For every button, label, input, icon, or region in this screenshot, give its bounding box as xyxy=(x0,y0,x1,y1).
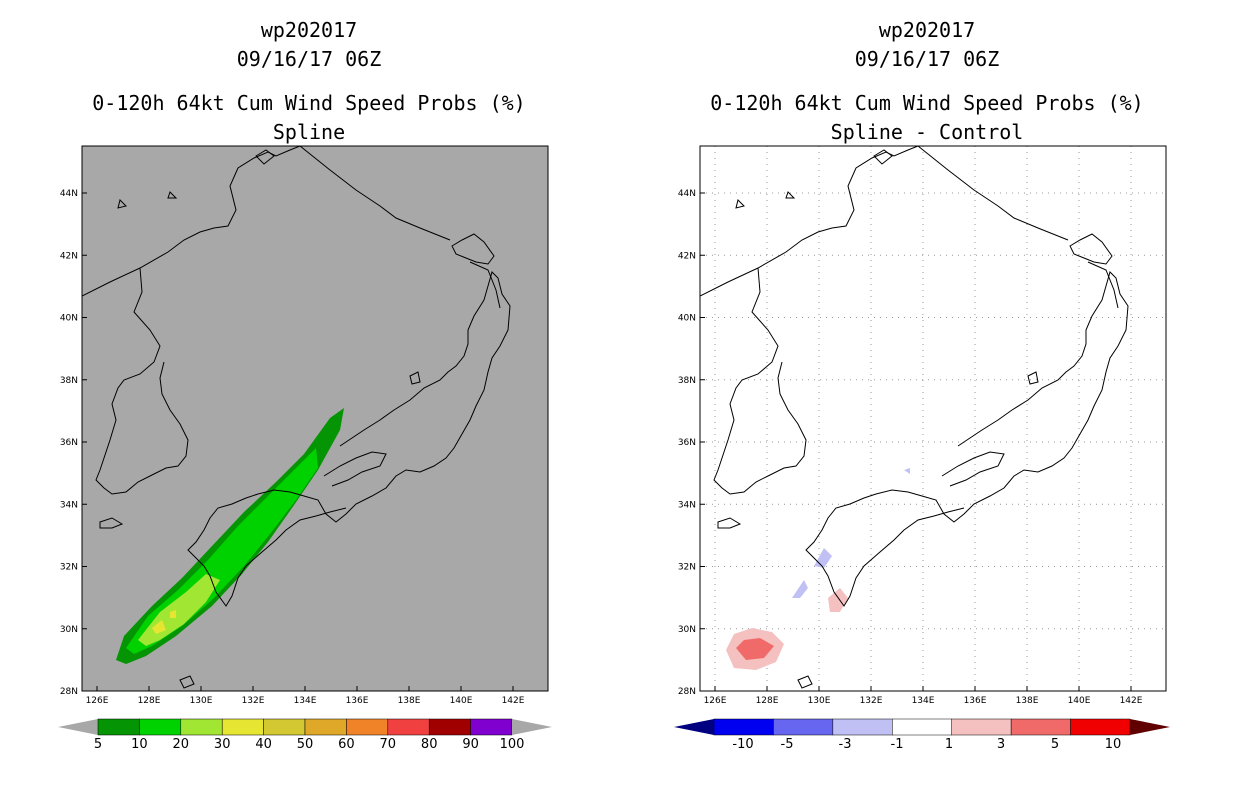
lat-label: 34N xyxy=(678,500,696,510)
colorbar-swatch xyxy=(951,718,1012,736)
lon-label: 140E xyxy=(1068,696,1091,706)
colorbar-swatch xyxy=(387,718,430,736)
colorbar-arrow-low xyxy=(58,719,98,735)
colorbar-swatch xyxy=(1070,718,1131,736)
lon-label: 136E xyxy=(346,696,369,706)
lat-label: 32N xyxy=(678,563,696,573)
lon-label: 132E xyxy=(242,696,265,706)
left-title-time: 09/16/17 06Z xyxy=(236,47,382,71)
lon-label: 138E xyxy=(1016,696,1039,706)
colorbar-label: 30 xyxy=(214,737,231,752)
colorbar-label: 10 xyxy=(1105,737,1122,752)
lat-label: 36N xyxy=(60,438,78,448)
colorbar-swatch xyxy=(892,718,952,736)
left-title-method: Spline xyxy=(272,120,346,144)
colorbar-swatch xyxy=(180,718,223,736)
lon-label: 142E xyxy=(1120,696,1143,706)
lon-label: 128E xyxy=(756,696,779,706)
lon-label: 128E xyxy=(138,696,161,706)
lon-label: 140E xyxy=(450,696,473,706)
colorbar-swatch xyxy=(263,718,306,736)
colorbar-label: 70 xyxy=(380,737,397,752)
lat-label: 34N xyxy=(60,500,78,510)
colorbar-label: 40 xyxy=(255,737,272,752)
colorbar-label: -10 xyxy=(732,737,753,752)
lat-label: 40N xyxy=(60,314,78,324)
lon-label: 142E xyxy=(502,696,525,706)
lat-label: 28N xyxy=(60,687,78,697)
left-colorbar: 5 10 20 30 40 50 60 70 80 90 100 xyxy=(58,718,552,752)
colorbar-swatch xyxy=(97,718,140,736)
colorbar-arrow-high xyxy=(1130,719,1170,735)
lat-label: 42N xyxy=(60,251,78,261)
right-map: 44N 42N 40N 38N 36N 34N 32N 30N 28N 126E 128E 130E… xyxy=(674,145,1170,752)
diff-contour-positive-south xyxy=(828,588,848,612)
lat-label: 30N xyxy=(678,625,696,635)
colorbar-label: 100 xyxy=(500,737,525,752)
lon-label: 132E xyxy=(860,696,883,706)
colorbar-swatch xyxy=(773,718,834,736)
colorbar-label: 3 xyxy=(997,737,1005,752)
colorbar-label: 50 xyxy=(297,737,314,752)
right-colorbar: -10 -5 -3 -1 1 3 5 10 xyxy=(674,718,1170,752)
colorbar-label: -5 xyxy=(781,737,794,752)
lat-label: 28N xyxy=(678,687,696,697)
colorbar-swatch xyxy=(221,718,264,736)
lat-label: 38N xyxy=(60,376,78,386)
colorbar-swatch xyxy=(832,718,893,736)
colorbar-swatch xyxy=(304,718,347,736)
prob-contour-30 xyxy=(152,610,176,634)
right-title-product: 0-120h 64kt Cum Wind Speed Probs (%) xyxy=(710,91,1144,115)
lon-label: 136E xyxy=(964,696,987,706)
lon-label: 134E xyxy=(912,696,935,706)
colorbar-swatch xyxy=(346,718,389,736)
colorbar-label: 5 xyxy=(94,737,102,752)
right-title-time: 09/16/17 06Z xyxy=(854,47,1000,71)
colorbar-swatch xyxy=(139,718,182,736)
lon-label: 126E xyxy=(86,696,109,706)
right-title-method: Spline - Control xyxy=(830,120,1024,144)
colorbar-swatch xyxy=(428,718,471,736)
colorbar-label: 90 xyxy=(462,737,479,752)
colorbar-label: 80 xyxy=(421,737,438,752)
lat-label: 44N xyxy=(678,189,696,199)
colorbar-swatch xyxy=(470,718,513,736)
colorbar-label: 20 xyxy=(173,737,190,752)
colorbar-swatch xyxy=(1010,718,1071,736)
colorbar-label: -1 xyxy=(891,737,904,752)
colorbar-swatch xyxy=(713,718,774,736)
left-title-product: 0-120h 64kt Cum Wind Speed Probs (%) xyxy=(92,91,526,115)
colorbar-label: 10 xyxy=(131,737,148,752)
right-title-id: wp202017 xyxy=(878,18,976,42)
lat-label: 42N xyxy=(678,251,696,261)
lon-label: 130E xyxy=(190,696,213,706)
lon-label: 130E xyxy=(808,696,831,706)
colorbar-arrow-low xyxy=(674,719,714,735)
lat-label: 44N xyxy=(60,189,78,199)
colorbar-label: 60 xyxy=(338,737,355,752)
diff-contour-negative-small xyxy=(904,468,910,474)
lat-label: 30N xyxy=(60,625,78,635)
lat-label: 32N xyxy=(60,563,78,573)
colorbar-label: -3 xyxy=(839,737,852,752)
lat-label: 38N xyxy=(678,376,696,386)
lat-label: 40N xyxy=(678,314,696,324)
lat-label: 36N xyxy=(678,438,696,448)
left-title-id: wp202017 xyxy=(260,18,358,42)
diff-contour-negative-west xyxy=(792,580,808,598)
diff-contour-positive-3 xyxy=(736,638,774,660)
colorbar-label: 5 xyxy=(1051,737,1059,752)
lon-label: 126E xyxy=(704,696,727,706)
lon-label: 138E xyxy=(398,696,421,706)
colorbar-label: 1 xyxy=(945,737,953,752)
left-map: 44N 42N 40N 38N 36N 34N 32N 30N 28N 126E 128E 130E… xyxy=(58,145,552,752)
lon-label: 134E xyxy=(294,696,317,706)
colorbar-arrow-high xyxy=(512,719,552,735)
